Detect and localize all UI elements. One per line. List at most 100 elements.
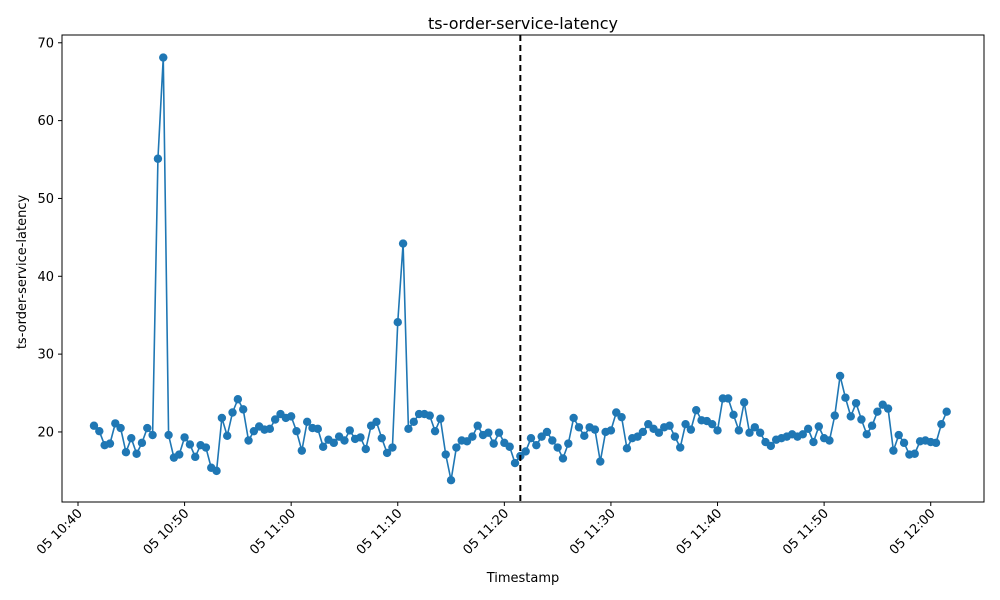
data-point [665,421,674,430]
data-point [153,154,163,163]
data-point [692,405,701,415]
data-point [622,444,632,453]
x-tick-label: 05 11:50 [780,506,832,558]
x-tick-label: 05 11:10 [354,506,406,558]
x-tick-label: 05 11:20 [460,506,512,558]
data-point [217,413,227,423]
data-point [329,438,338,448]
data-point [409,417,418,427]
data-point [132,449,141,458]
data-point [670,432,680,441]
data-point [580,431,589,441]
y-axis-ticks: 20 30 40 50 60 70 [37,36,62,440]
y-tick-label: 50 [37,192,54,207]
data-point [686,425,696,434]
data-point [814,422,823,431]
data-point [862,430,871,439]
data-point [95,426,104,436]
y-tick-label: 40 [37,270,54,285]
data-point [638,427,648,437]
data-point [617,412,626,422]
data-point [526,433,536,443]
data-point [590,425,600,434]
data-point [889,446,898,455]
data-point [441,450,450,459]
x-tick-label: 05 11:00 [247,506,299,558]
data-point [233,395,243,404]
x-tick-label: 05 12:00 [887,506,939,558]
data-point [425,411,434,420]
data-point [654,428,664,437]
data-point [175,450,184,459]
data-point [398,239,408,248]
data-point [574,423,584,432]
data-point [164,430,173,440]
y-tick-label: 20 [37,425,54,440]
data-point [148,430,157,440]
data-point [212,466,221,476]
data-point [569,413,578,423]
data-point [286,412,296,421]
data-point [542,427,552,437]
data-point [446,476,456,485]
data-point [723,394,733,403]
data-point [127,433,136,443]
data-point [558,454,568,463]
data-point [377,433,386,443]
data-point [313,424,323,434]
data-point [116,423,125,433]
x-tick-label: 05 10:40 [34,506,86,558]
data-point [159,53,168,62]
data-point [899,438,909,448]
data-point [121,447,131,457]
data-point [430,426,440,436]
data-point [270,415,280,424]
data-point [137,438,147,448]
data-point [345,426,354,435]
plot-frame [61,34,985,503]
data-point [713,426,722,435]
data-point [851,398,861,408]
data-point [681,419,690,429]
data-point [473,421,482,430]
x-tick-label: 05 10:50 [141,506,193,558]
data-point [548,436,557,445]
data-point [340,436,349,445]
data-point [105,439,115,448]
data-point [143,423,152,433]
chart-title: ts-order-service-latency [428,14,618,33]
data-point [564,439,573,448]
data-point [883,404,893,413]
data-point [191,452,200,462]
data-point [729,410,738,420]
data-point [910,449,919,458]
plot-area [89,35,951,502]
y-tick-label: 30 [37,348,54,363]
data-point [452,443,461,452]
y-axis-label: ts-order-service-latency [15,195,30,350]
data-point [404,424,413,434]
data-point [803,424,813,434]
y-tick-label: 60 [37,114,54,129]
data-point [244,436,253,445]
data-point [292,426,301,436]
data-point [510,458,520,468]
data-point [532,440,541,450]
data-point [825,436,834,445]
data-point [89,421,99,430]
data-point [494,428,504,437]
data-point [484,428,493,437]
data-point [937,419,946,429]
data-point [830,411,839,420]
data-point [468,432,477,441]
data-point [755,428,765,437]
data-point [739,398,749,407]
data-point [382,448,392,458]
data-point [361,444,370,454]
data-point [676,443,685,452]
data-point [521,447,530,456]
data-point [841,393,850,402]
data-point [708,419,717,429]
data-point [606,426,616,435]
